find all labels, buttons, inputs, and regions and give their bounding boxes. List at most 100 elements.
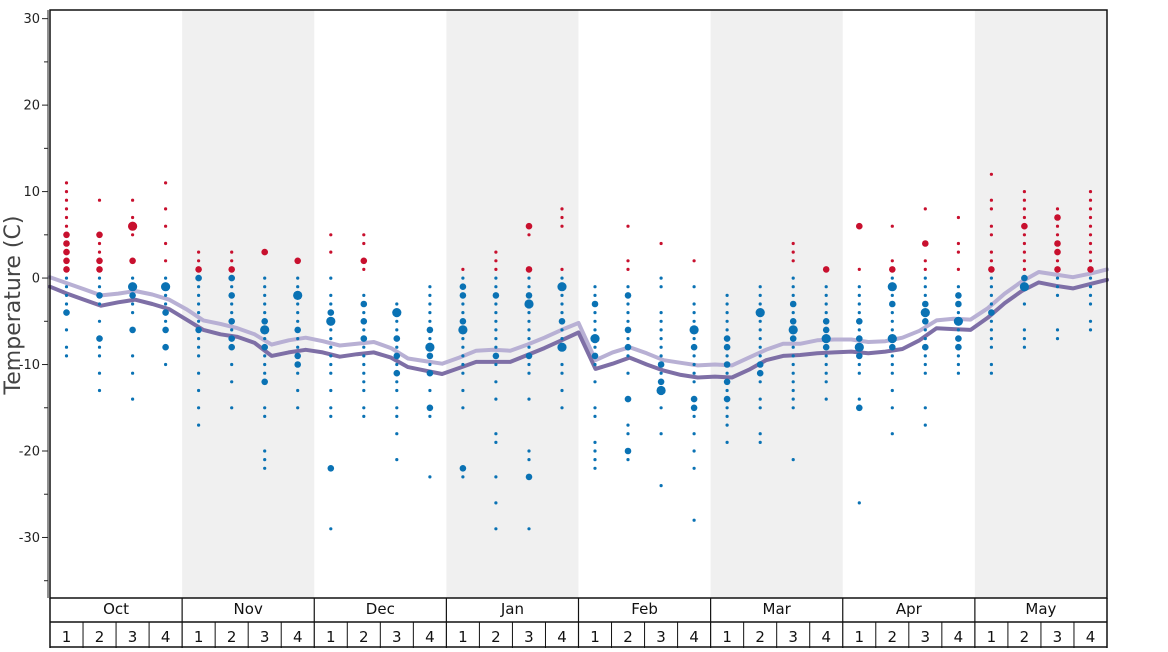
data-point	[560, 362, 564, 367]
week-label: 2	[623, 628, 633, 646]
data-point	[428, 388, 432, 393]
data-point	[96, 292, 103, 299]
data-point	[362, 354, 366, 358]
data-point	[362, 267, 366, 271]
data-point	[261, 248, 269, 256]
month-band	[710, 10, 843, 598]
y-tick-label: -10	[19, 358, 40, 373]
data-point	[824, 362, 828, 367]
data-point	[261, 343, 269, 351]
data-point	[725, 406, 729, 410]
data-point	[659, 432, 663, 436]
data-point	[955, 335, 962, 342]
data-point	[197, 311, 201, 315]
data-point	[164, 362, 168, 367]
data-point	[1022, 215, 1026, 220]
data-point	[822, 326, 830, 334]
data-point	[956, 241, 961, 246]
data-point	[1022, 233, 1026, 237]
data-point	[923, 207, 927, 211]
data-point	[362, 414, 366, 418]
data-point	[791, 397, 795, 401]
data-point	[395, 406, 399, 410]
data-point	[560, 371, 564, 375]
data-point	[395, 362, 399, 367]
data-point	[1088, 328, 1093, 332]
data-point	[560, 207, 564, 211]
data-point	[791, 285, 795, 289]
week-label: 2	[227, 628, 237, 646]
data-point	[626, 259, 630, 263]
data-point	[360, 257, 368, 265]
data-point	[626, 224, 630, 228]
data-point	[197, 371, 201, 375]
data-point	[725, 414, 729, 418]
data-point	[129, 292, 136, 299]
data-point	[725, 354, 729, 358]
data-point	[326, 316, 336, 326]
data-point	[988, 309, 995, 316]
data-point	[263, 449, 267, 453]
data-point	[989, 233, 994, 237]
data-point	[725, 319, 729, 323]
data-point	[97, 241, 102, 246]
data-point	[624, 343, 632, 351]
data-point	[857, 501, 861, 505]
data-point	[822, 343, 830, 351]
data-point	[527, 233, 531, 237]
data-point	[197, 345, 201, 349]
data-point	[64, 190, 69, 194]
data-point	[791, 380, 795, 384]
data-point	[296, 406, 300, 410]
data-point	[1055, 285, 1060, 289]
data-point	[989, 250, 994, 254]
data-point	[494, 259, 498, 263]
data-point	[327, 465, 335, 472]
data-point	[228, 335, 235, 342]
data-point	[129, 326, 136, 334]
data-point	[97, 250, 102, 254]
data-point	[692, 362, 696, 367]
data-point	[593, 345, 597, 349]
data-point	[195, 326, 202, 334]
data-point	[989, 319, 994, 323]
data-point	[857, 302, 861, 306]
data-point	[1054, 266, 1061, 273]
data-point	[824, 397, 828, 401]
temperature-points	[63, 172, 1094, 531]
data-point	[230, 259, 234, 263]
data-point	[989, 276, 994, 280]
data-point	[1055, 328, 1060, 332]
data-point	[923, 362, 927, 367]
data-point	[296, 337, 300, 341]
data-point	[525, 292, 533, 299]
data-point	[395, 319, 399, 323]
data-point	[659, 319, 663, 323]
data-point	[329, 233, 333, 237]
data-point	[560, 276, 564, 280]
data-point	[164, 319, 168, 323]
y-tick-label: 30	[23, 12, 40, 27]
data-point	[131, 397, 135, 401]
data-point	[953, 316, 964, 326]
data-point	[923, 337, 927, 341]
data-point	[657, 361, 665, 368]
data-point	[263, 458, 267, 462]
data-point	[1022, 241, 1026, 246]
data-point	[923, 371, 927, 375]
week-label: 2	[1020, 628, 1030, 646]
data-point	[228, 318, 235, 325]
data-point	[164, 207, 168, 211]
data-point	[461, 475, 465, 479]
data-point	[626, 285, 630, 289]
data-point	[296, 345, 300, 349]
data-point	[197, 293, 201, 297]
data-point	[393, 352, 401, 360]
data-point	[1022, 337, 1026, 341]
data-point	[527, 311, 531, 315]
data-point	[63, 231, 70, 239]
data-point	[791, 406, 795, 410]
data-point	[131, 215, 135, 220]
data-point	[131, 354, 135, 358]
